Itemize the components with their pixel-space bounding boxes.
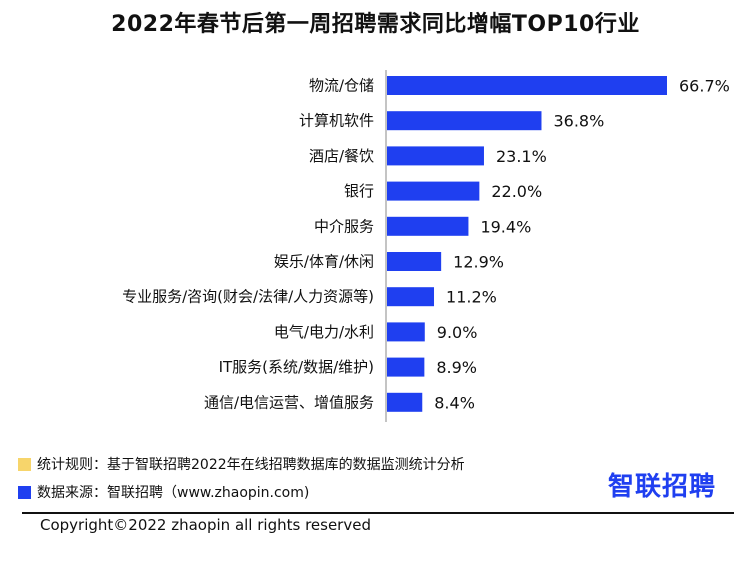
bar: [387, 287, 435, 307]
data-label: 23.1%: [496, 147, 547, 166]
bars-group: 物流/仓储 66.7% 计算机软件 36.8% 酒店/餐饮 23.1% 银行 22.0% 中介服…: [122, 76, 730, 412]
bar: [387, 181, 480, 201]
category-label: 中介服务: [314, 217, 374, 235]
data-label: 22.0%: [491, 182, 542, 201]
note-rule: 统计规则：基于智联招聘2022年在线招聘数据库的数据监测统计分析: [18, 450, 465, 478]
note-source-text: 数据来源：智联招聘（www.zhaopin.com): [37, 485, 310, 501]
category-label: 电气/电力/水利: [274, 323, 374, 341]
category-label: 银行: [344, 182, 374, 200]
source-swatch: [18, 485, 31, 499]
bar: [387, 216, 469, 236]
bar: [387, 146, 484, 166]
category-label: 物流/仓储: [309, 77, 374, 95]
bar: [387, 322, 425, 342]
data-label: 19.4%: [480, 217, 531, 236]
category-label: 计算机软件: [299, 112, 374, 130]
category-label: 酒店/餐饮: [309, 147, 374, 165]
bar: [387, 76, 667, 95]
data-label: 36.8%: [553, 112, 604, 131]
data-label: 8.4%: [434, 393, 475, 412]
bar: [387, 392, 423, 412]
rule-swatch: [18, 457, 31, 471]
category-label: IT服务(系统/数据/维护): [219, 358, 374, 376]
notes: 统计规则：基于智联招聘2022年在线招聘数据库的数据监测统计分析 数据来源：智联…: [18, 450, 465, 506]
bar: [387, 252, 442, 271]
category-label: 专业服务/咨询(财会/法律/人力资源等): [122, 288, 374, 306]
note-source: 数据来源：智联招聘（www.zhaopin.com): [18, 478, 465, 506]
copyright: Copyright©2022 zhaopin all rights reserv…: [40, 516, 371, 534]
data-label: 12.9%: [453, 253, 504, 272]
data-label: 11.2%: [446, 288, 497, 307]
chart-title: 2022年春节后第一周招聘需求同比增幅TOP10行业: [111, 12, 640, 37]
note-rule-text: 统计规则：基于智联招聘2022年在线招聘数据库的数据监测统计分析: [37, 457, 465, 473]
data-label: 9.0%: [437, 323, 478, 342]
category-label: 通信/电信运营、增值服务: [204, 393, 374, 411]
bar-chart: 物流/仓储 66.7% 计算机软件 36.8% 酒店/餐饮 23.1% 银行 22.0% 中介服…: [122, 70, 730, 422]
bar: [387, 111, 542, 131]
data-label: 8.9%: [436, 358, 477, 377]
divider: [22, 512, 734, 514]
zhaopin-logo: 智联招聘: [608, 472, 717, 502]
category-label: 娱乐/体育/休闲: [274, 253, 374, 271]
data-label: 66.7%: [679, 77, 730, 96]
bar: [387, 357, 425, 377]
